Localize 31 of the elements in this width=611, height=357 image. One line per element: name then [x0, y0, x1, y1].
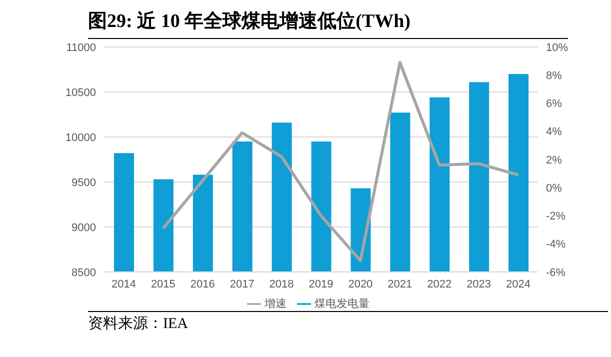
- y2-tick-label: -4%: [546, 238, 566, 251]
- y-tick-label: 9000: [72, 222, 96, 234]
- x-tick-label: 2017: [230, 278, 254, 291]
- legend-label: 增速: [264, 298, 286, 310]
- line-series: [162, 60, 520, 262]
- y2-tick-label: -6%: [546, 266, 566, 279]
- y2-tick-label: -2%: [546, 210, 566, 223]
- text: 资料来源：IEA: [88, 314, 608, 333]
- y-tick-label: 8500: [72, 266, 96, 279]
- x-tick-label: 2020: [348, 278, 373, 291]
- y2-tick-label: 4%: [546, 126, 562, 138]
- chart-title: 图29: 近 10 年全球煤电增速低位(TWh): [88, 8, 568, 39]
- y2-tick-label: 6%: [546, 98, 562, 110]
- y-tick-label: 10500: [65, 86, 96, 99]
- y2-tick-label: 2%: [546, 154, 562, 166]
- y-tick-label: 11000: [66, 42, 96, 54]
- legend-label: 煤电发电量: [314, 298, 370, 310]
- x-tick-label: 2016: [190, 278, 215, 291]
- x-tick-label: 2014: [111, 278, 136, 291]
- x-tick-label: 2018: [269, 278, 294, 291]
- x-tick-label: 2022: [427, 278, 452, 291]
- x-tick-label: 2019: [308, 278, 334, 291]
- x-tick-label: 2023: [466, 278, 492, 291]
- y2-tick-label: 0%: [546, 182, 562, 194]
- x-tick-label: 2021: [388, 278, 412, 291]
- x-tick-label: 2015: [150, 278, 176, 291]
- y-tick-label: 10000: [65, 132, 96, 144]
- x-tick-label: 2024: [506, 278, 531, 291]
- y-tick-label: 9500: [72, 176, 96, 189]
- y2-tick-label: 10%: [546, 42, 568, 54]
- y2-tick-label: 8%: [546, 70, 562, 82]
